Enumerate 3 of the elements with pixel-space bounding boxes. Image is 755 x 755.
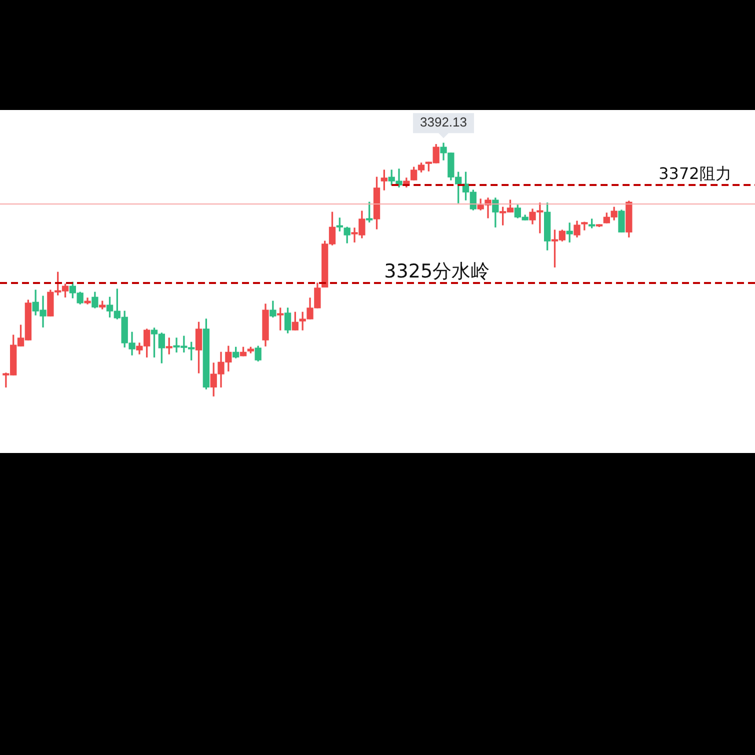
ref-line-label: 3325分水岭 [384, 260, 490, 282]
annotation: 3392.13 [420, 114, 468, 130]
ref-line-label: 3372阻力 [658, 164, 732, 184]
